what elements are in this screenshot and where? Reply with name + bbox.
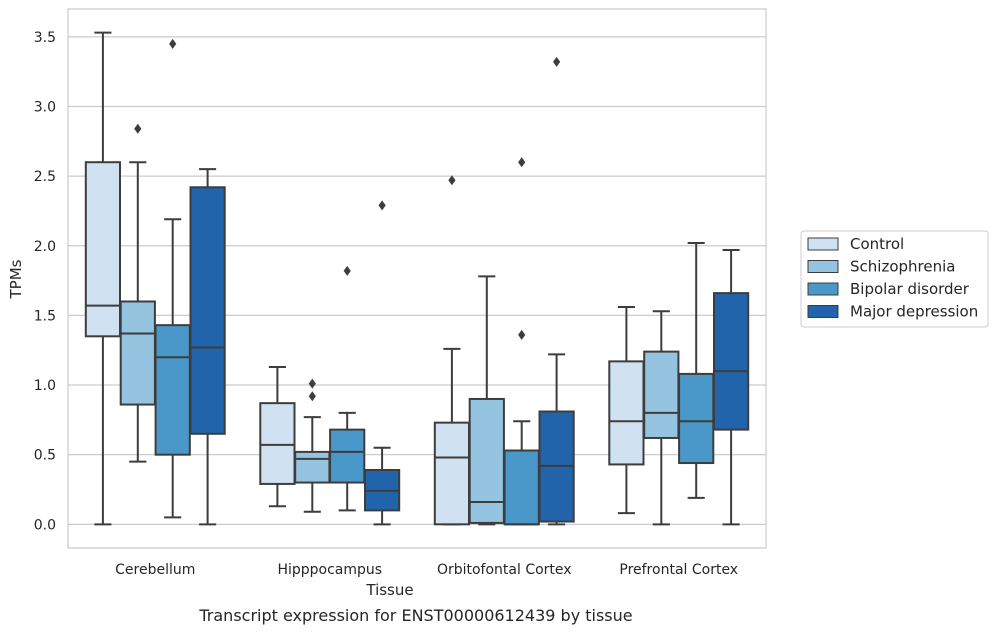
box — [643, 350, 680, 439]
outlier-point — [308, 391, 316, 402]
x-tick-label: Hipppocampus — [277, 562, 382, 578]
outlier-point — [518, 157, 526, 168]
box-group — [259, 365, 296, 508]
outlier-point — [169, 38, 177, 49]
x-tick-label: Cerebellum — [115, 562, 195, 578]
boxes — [84, 31, 750, 526]
legend-swatch — [807, 260, 839, 273]
box-group — [468, 275, 505, 526]
box — [329, 428, 366, 484]
outlier-point — [553, 56, 561, 67]
outlier-point — [308, 378, 316, 389]
box — [678, 372, 715, 465]
box — [712, 292, 750, 431]
box-group — [329, 265, 366, 512]
box-group — [538, 56, 575, 526]
legend-label: Major depression — [850, 303, 978, 321]
outlier-point — [378, 200, 386, 211]
x-axis-label: Tissue — [365, 581, 413, 599]
box-group — [503, 157, 540, 526]
legend-swatch — [807, 305, 839, 318]
legend-label: Control — [850, 235, 904, 253]
box — [294, 450, 331, 484]
box-group — [678, 241, 715, 499]
box-group — [154, 38, 191, 519]
box-group — [84, 31, 122, 526]
legend-swatch — [807, 282, 839, 296]
legend-label: Bipolar disorder — [850, 280, 970, 298]
box — [189, 186, 226, 435]
box-group — [712, 248, 750, 526]
box-group — [119, 123, 156, 463]
box — [433, 421, 471, 526]
box-group — [643, 310, 680, 526]
legend: Control Schizophrenia Bipolar disorder Majo… — [800, 230, 989, 328]
y-tick-label: 2.0 — [34, 239, 56, 255]
box — [503, 449, 540, 526]
box-group — [608, 306, 645, 515]
outlier-point — [448, 175, 456, 186]
y-tick-label: 1.5 — [34, 308, 56, 324]
y-tick-label: 0.0 — [34, 517, 56, 533]
y-axis-label: TPMs — [7, 259, 25, 299]
y-tick-labels: 0.0 0.5 1.0 1.5 2.0 2.5 3.0 3.5 — [34, 30, 56, 533]
x-tick-label: Orbitofontal Cortex — [437, 562, 572, 578]
y-tick-label: 3.0 — [34, 99, 56, 115]
outlier-point — [134, 123, 142, 134]
y-tick-label: 1.0 — [34, 378, 56, 394]
box — [608, 360, 645, 466]
box — [468, 397, 505, 524]
y-tick-label: 2.5 — [34, 169, 56, 185]
box — [119, 300, 156, 406]
box-group — [294, 378, 331, 513]
x-tick-labels: Cerebellum Hipppocampus Orbitofontal Corte… — [115, 562, 738, 578]
x-tick-label: Prefrontal Cortex — [619, 562, 738, 578]
outlier-point — [343, 265, 351, 276]
y-tick-label: 3.5 — [34, 30, 56, 46]
box — [84, 161, 122, 338]
plot-frame — [67, 8, 767, 549]
box — [259, 402, 296, 485]
legend-frame — [800, 230, 989, 328]
legend-label: Schizophrenia — [850, 258, 955, 276]
box-group — [433, 175, 471, 526]
box — [154, 324, 191, 456]
y-tick-label: 0.5 — [34, 448, 56, 464]
legend-swatch — [807, 237, 839, 251]
outlier-point — [518, 329, 526, 340]
box-group — [189, 168, 226, 526]
chart-caption: Transcript expression for ENST0000061243… — [198, 606, 632, 625]
box-group — [363, 200, 401, 526]
